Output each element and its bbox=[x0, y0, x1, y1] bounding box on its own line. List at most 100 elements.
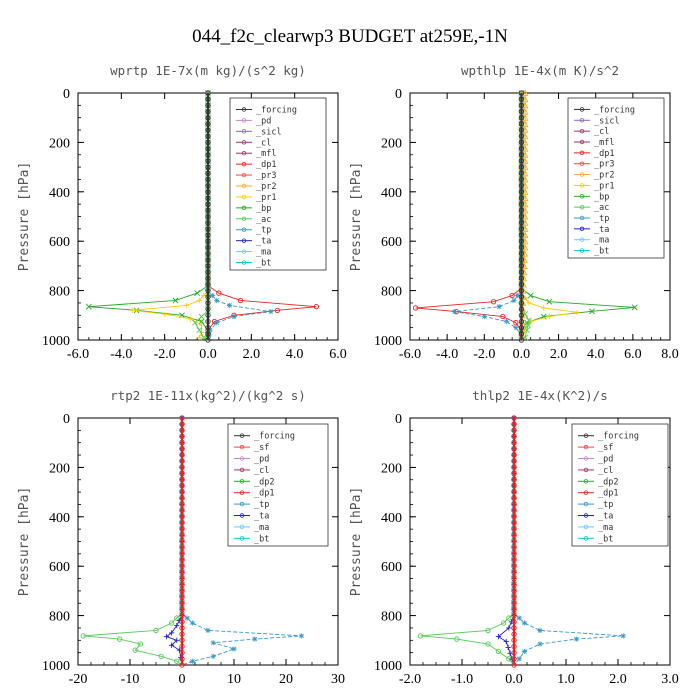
series-point bbox=[518, 281, 525, 288]
series-forcing bbox=[518, 90, 525, 343]
series-line bbox=[520, 93, 635, 340]
series-point bbox=[179, 545, 185, 551]
series-point bbox=[518, 306, 525, 312]
series-point bbox=[417, 633, 424, 639]
series-point bbox=[451, 308, 458, 315]
series-point bbox=[179, 563, 185, 569]
series-point bbox=[515, 292, 521, 299]
series-point bbox=[210, 653, 216, 659]
legend-label: _forcing bbox=[594, 105, 635, 115]
series-point bbox=[163, 633, 169, 640]
series-point bbox=[252, 636, 258, 642]
series-point bbox=[205, 324, 211, 331]
y-tick-label: 400 bbox=[49, 186, 70, 201]
y-tick-label: 200 bbox=[49, 461, 70, 476]
series-point bbox=[518, 152, 525, 158]
legend-marker bbox=[239, 467, 245, 473]
series-point bbox=[518, 127, 525, 133]
legend-label: _ac bbox=[594, 203, 609, 213]
series-point bbox=[174, 658, 180, 664]
series-point bbox=[189, 658, 195, 664]
series-point bbox=[205, 102, 211, 109]
legend-marker bbox=[579, 139, 585, 145]
series-point bbox=[518, 226, 525, 232]
legend-marker bbox=[241, 227, 247, 232]
series-point bbox=[546, 313, 552, 320]
series-point bbox=[198, 318, 205, 325]
legend-label: _pr2 bbox=[594, 171, 614, 181]
series-point bbox=[205, 220, 211, 226]
series-point bbox=[518, 324, 525, 331]
legend-marker bbox=[579, 194, 585, 199]
series-point bbox=[80, 633, 86, 639]
series-point bbox=[205, 139, 211, 146]
panel-title: wprtp 1E-7x(m kg)/(s^2 kg) bbox=[110, 63, 306, 78]
series-point bbox=[503, 318, 510, 325]
series-point bbox=[589, 308, 595, 315]
legend-marker bbox=[579, 161, 585, 166]
series-point bbox=[511, 297, 517, 304]
x-tick-label: 6.0 bbox=[329, 347, 347, 362]
legend-marker bbox=[579, 183, 585, 188]
legend-label: _pr2 bbox=[256, 182, 276, 192]
series-point bbox=[179, 470, 185, 477]
x-tick-label: 0.0 bbox=[513, 347, 531, 362]
series-point bbox=[511, 575, 517, 582]
series-point bbox=[518, 139, 525, 146]
series-forcing bbox=[179, 415, 185, 668]
series-point bbox=[205, 250, 211, 257]
series-point bbox=[516, 656, 522, 662]
legend-marker bbox=[241, 129, 247, 134]
series-point bbox=[537, 641, 543, 647]
series-point bbox=[196, 334, 202, 341]
series-point bbox=[179, 662, 185, 668]
legend-box bbox=[567, 97, 665, 259]
series-point bbox=[496, 304, 502, 310]
x-tick-label: 6.0 bbox=[624, 347, 642, 362]
series-point bbox=[169, 630, 175, 636]
series-point bbox=[631, 304, 638, 311]
series-point bbox=[511, 631, 517, 637]
legend-marker bbox=[241, 260, 247, 265]
series-point bbox=[205, 318, 211, 325]
legend-label: _sf bbox=[254, 443, 269, 453]
series-line bbox=[415, 93, 522, 340]
series-point bbox=[525, 317, 532, 324]
series-point bbox=[132, 647, 138, 653]
series-point bbox=[511, 520, 517, 526]
legend-marker bbox=[579, 172, 585, 177]
y-tick-label: 600 bbox=[49, 235, 70, 250]
series-point bbox=[518, 331, 525, 337]
legend-marker bbox=[579, 107, 585, 112]
series-point bbox=[481, 313, 487, 320]
series-point bbox=[511, 563, 517, 569]
series-point bbox=[198, 313, 205, 320]
y-tick-label: 400 bbox=[381, 511, 402, 526]
series-point bbox=[205, 226, 211, 232]
series-point bbox=[495, 633, 501, 640]
legend-marker bbox=[583, 433, 589, 438]
series-point bbox=[511, 606, 517, 613]
x-tick-label: -2.0 bbox=[154, 347, 176, 362]
legend-marker bbox=[583, 524, 589, 530]
legend-label: _pr3 bbox=[256, 171, 276, 181]
series-point bbox=[210, 640, 216, 646]
legend-marker bbox=[583, 536, 589, 541]
series-point bbox=[179, 464, 185, 471]
legend: _forcing_pd_sicl_cl_mfl_dp1_pr3_pr2_pr1_… bbox=[229, 97, 327, 271]
series-point bbox=[313, 304, 319, 310]
legend-marker bbox=[239, 456, 245, 461]
legend-marker bbox=[583, 479, 589, 484]
legend-marker bbox=[241, 140, 247, 145]
y-tick-label: 0 bbox=[395, 412, 402, 427]
series-point bbox=[511, 600, 517, 606]
series-point bbox=[511, 440, 517, 446]
legend-label: _bp bbox=[594, 192, 609, 202]
series-point bbox=[205, 133, 211, 139]
series-point bbox=[179, 501, 185, 508]
series-point bbox=[518, 232, 525, 238]
y-tick-label: 1000 bbox=[374, 334, 402, 349]
series-point bbox=[511, 569, 517, 576]
series-point bbox=[518, 312, 525, 318]
